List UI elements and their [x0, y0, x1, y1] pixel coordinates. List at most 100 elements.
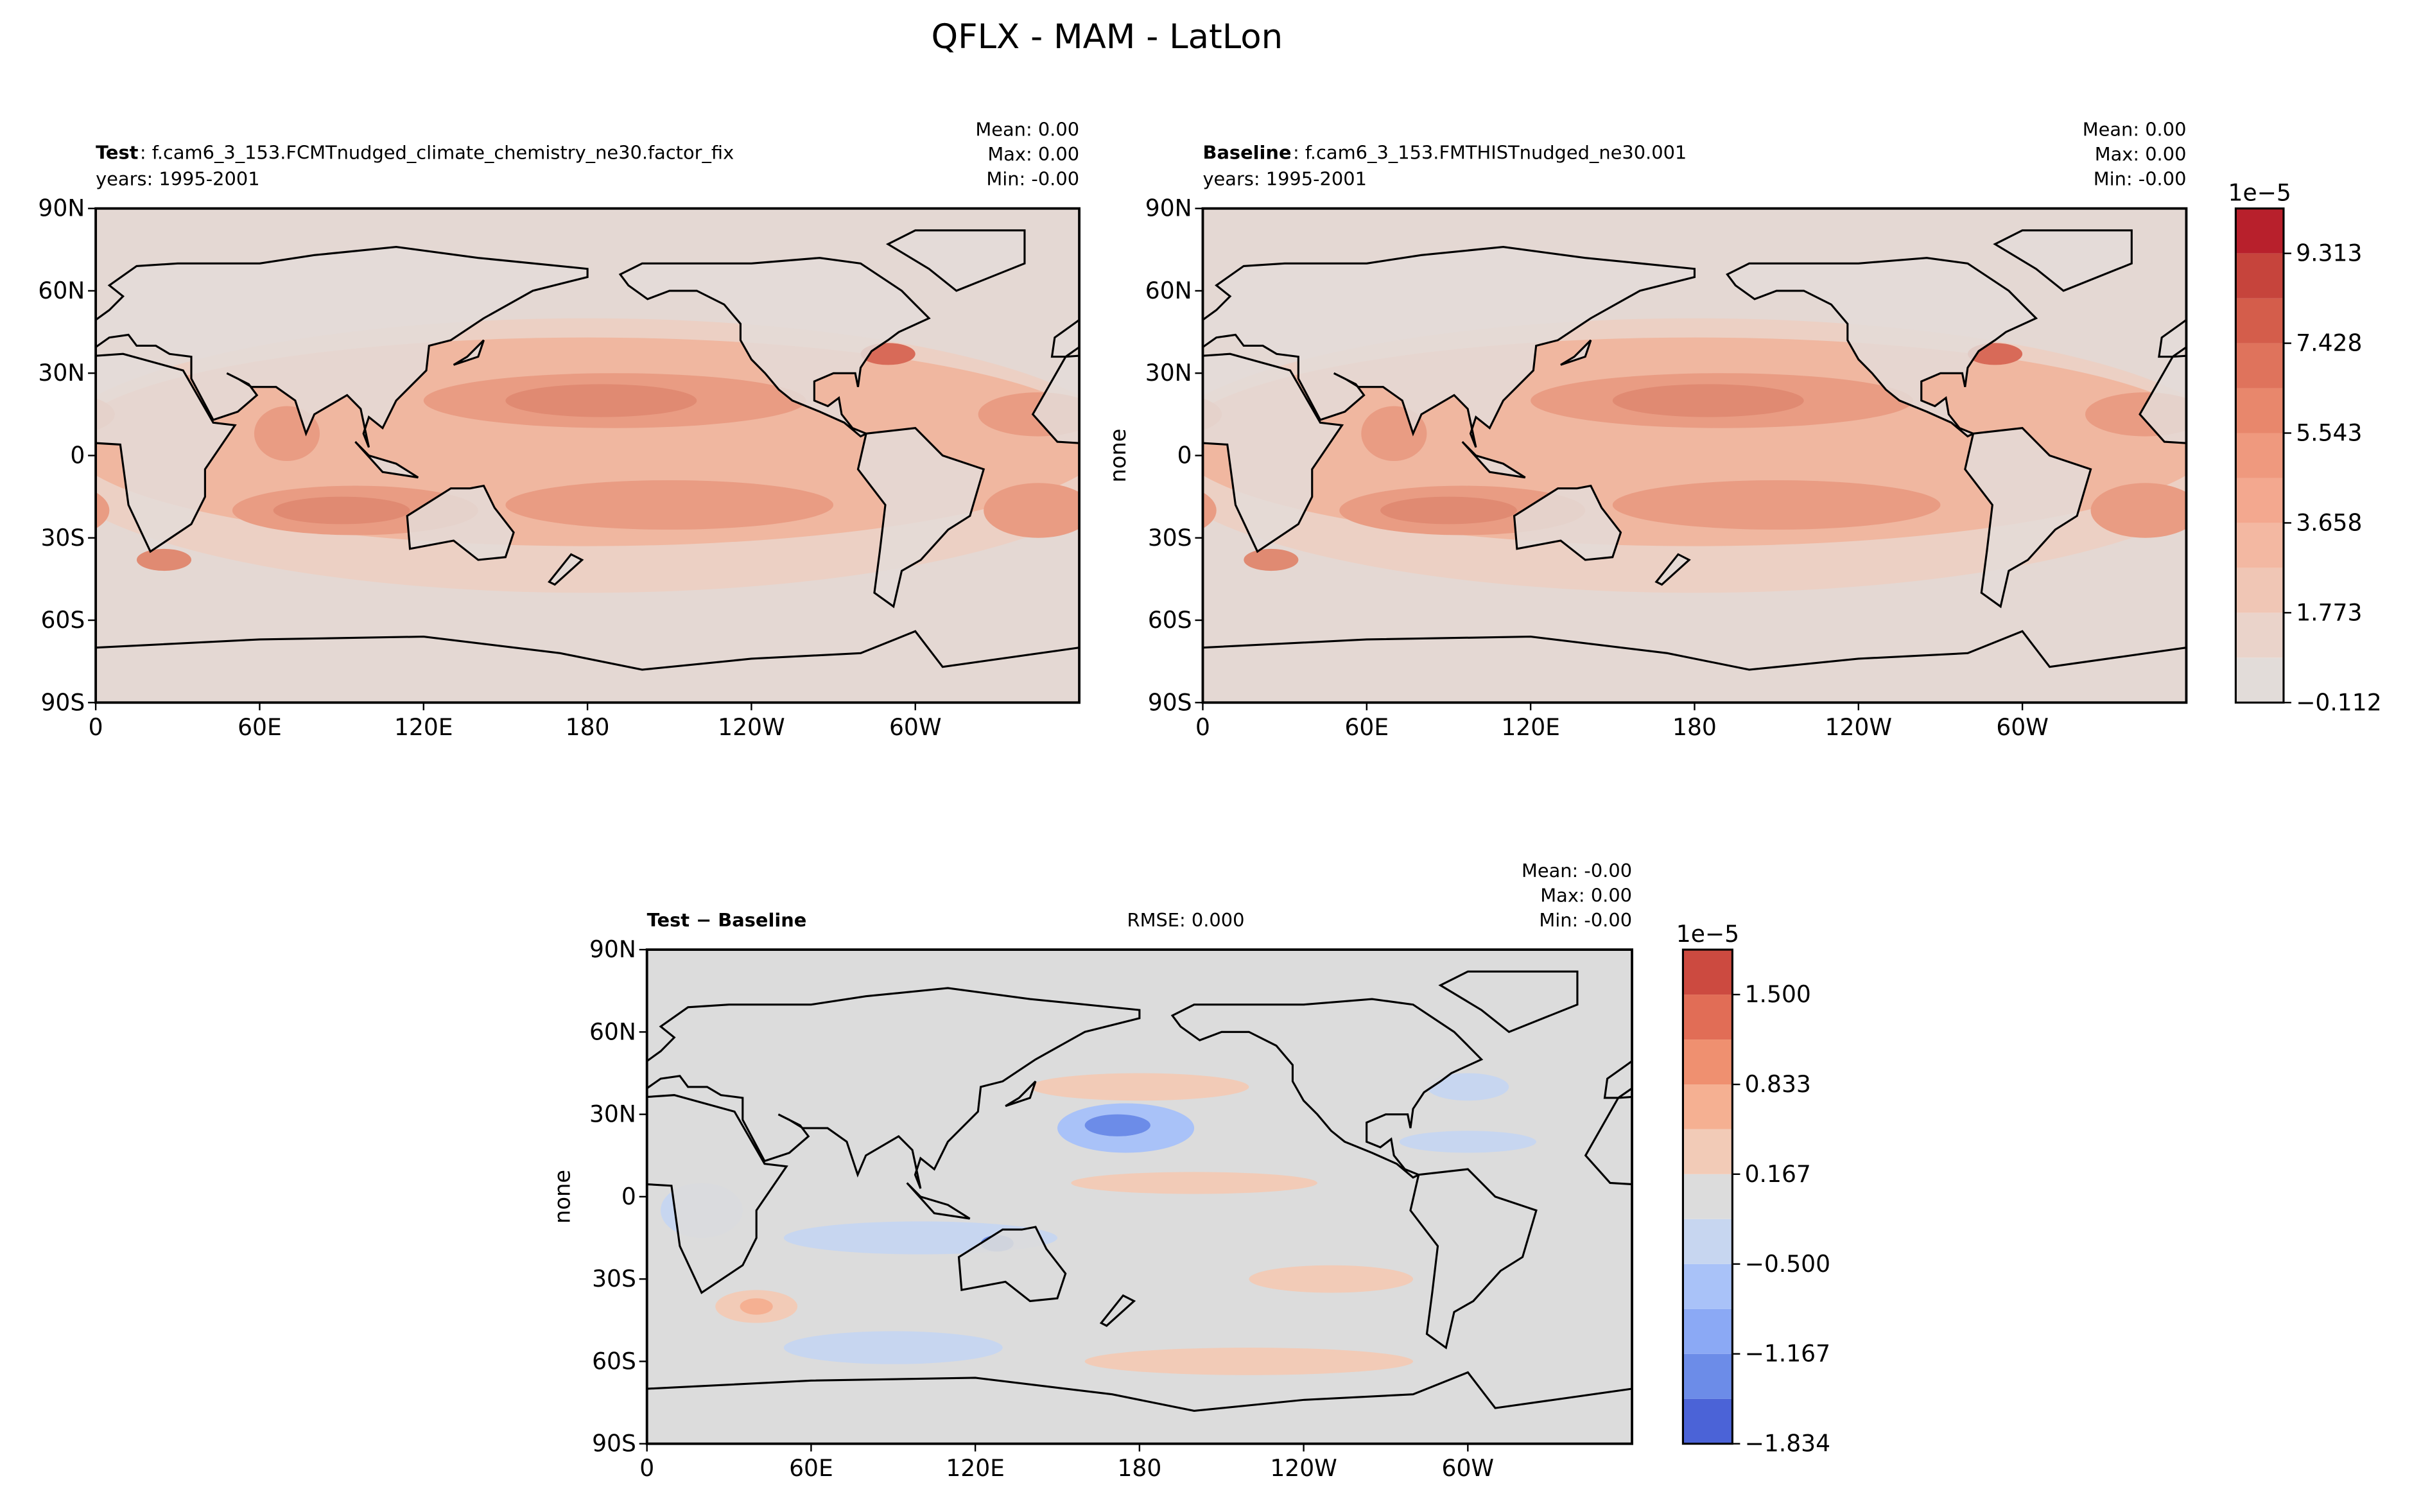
coastline — [2139, 354, 2187, 444]
coastline — [1993, 229, 2133, 292]
colorbar-frame — [1681, 948, 1733, 1445]
y-tick-label: 90N — [1145, 195, 1192, 222]
colorbar-tick-label: 7.428 — [2296, 330, 2362, 357]
colorbar-band — [1683, 1084, 1733, 1129]
stat: Min: -0.00 — [986, 168, 1079, 190]
contour-region — [1030, 1073, 1249, 1101]
colorbar-band — [2235, 523, 2284, 568]
contour-region — [1427, 1073, 1509, 1101]
y-tick-label: 30N — [589, 1101, 636, 1128]
x-tick-label: 180 — [1117, 1455, 1161, 1482]
colorbar-band — [2235, 388, 2284, 433]
contour-region — [100, 1115, 165, 1136]
x-tick-label: 60W — [1442, 1455, 1495, 1482]
coastline — [1005, 1081, 1037, 1108]
coastline — [116, 1296, 149, 1326]
contour-region — [1399, 1131, 1536, 1153]
coastline — [618, 257, 931, 438]
x-tick-label: 60W — [889, 714, 942, 741]
panel-header: : f.cam6_3_153.FCMTnudged_climate_chemis… — [140, 142, 734, 164]
contour-region — [2412, 1073, 2421, 1100]
contour-region — [1071, 1172, 1317, 1194]
colorbar-tick-label: −1.167 — [1745, 1341, 1830, 1368]
coastline — [1726, 257, 2038, 438]
x-tick-label: 120W — [1270, 1455, 1337, 1482]
coastline — [646, 1371, 1633, 1412]
y-tick-label: 60S — [1148, 607, 1192, 634]
contour-region — [2234, 1265, 2399, 1293]
x-tick-label: 60E — [238, 714, 282, 741]
coastline — [187, 999, 496, 1177]
y-axis-label: none — [550, 1170, 575, 1224]
contour-region — [0, 1235, 28, 1252]
colorbar-tick-label: 1.773 — [2296, 599, 2362, 626]
coastline — [96, 246, 589, 448]
coastline — [96, 630, 1080, 671]
panel-header-bold: Baseline — [1202, 142, 1291, 164]
contour-region — [1202, 492, 1217, 529]
coastline — [1584, 1095, 1633, 1186]
colorbar-band — [2235, 568, 2284, 613]
panel-subheader: years: 1995-2001 — [1202, 168, 1366, 190]
x-tick-label: 60E — [1344, 714, 1389, 741]
colorbar-tick-label: 0.167 — [1745, 1161, 1811, 1188]
colorbar-tick-label: −0.500 — [1745, 1251, 1830, 1278]
colorbar-band — [1683, 1308, 1733, 1354]
coastline — [1964, 427, 2092, 609]
colorbar-band — [2235, 433, 2284, 478]
colorbar-band — [2235, 208, 2284, 254]
colorbar-band — [1683, 950, 1733, 995]
y-tick-label: 90S — [592, 1430, 636, 1457]
x-tick-label: 120W — [1825, 714, 1893, 741]
y-tick-label: 90S — [40, 689, 85, 716]
y-tick-label: 0 — [621, 1183, 636, 1210]
contour-region — [1966, 1235, 1999, 1252]
contour-region — [264, 1265, 428, 1293]
x-tick-label: 120W — [718, 714, 785, 741]
x-tick-label: 120E — [394, 714, 453, 741]
coastline — [1050, 318, 1080, 358]
contour-region — [740, 1298, 773, 1315]
contour-region — [2090, 483, 2187, 538]
coastline — [1990, 1081, 2020, 1106]
coastline — [21, 1081, 51, 1106]
y-tick-label: 60S — [40, 607, 85, 634]
y-tick-label: 60N — [38, 277, 85, 304]
colorbar-tick-label: −0.112 — [2296, 689, 2381, 716]
colorbar-band — [1683, 1264, 1733, 1309]
colorbar-band — [1683, 995, 1733, 1040]
contour-region — [984, 483, 1080, 538]
rmse: RMSE: 0.000 — [1127, 909, 1245, 931]
coastline — [1099, 1294, 1136, 1327]
contour-region — [414, 1131, 551, 1152]
contour-region — [783, 1331, 1003, 1364]
coastline — [426, 1169, 551, 1348]
coastline — [455, 971, 592, 1032]
contour-region — [2159, 408, 2187, 476]
panel-subheader: years: 1995-2001 — [96, 168, 259, 190]
contour-region — [100, 1348, 428, 1375]
colorbar-tick-label: 3.658 — [2296, 509, 2362, 536]
contour-region — [505, 480, 834, 530]
colorbar-band — [2235, 343, 2284, 388]
stat: Min: -0.00 — [1539, 909, 1632, 931]
panel-header: : f.cam6_3_153.FMTHISTnudged_ne30.001 — [1293, 142, 1687, 164]
coastline — [1202, 352, 1344, 553]
coastline — [646, 987, 1141, 1189]
coastline — [354, 440, 419, 479]
contour-region — [442, 1073, 524, 1100]
contour-region — [0, 1331, 17, 1364]
coastline — [453, 339, 485, 366]
contour-region — [1769, 1221, 2042, 1254]
colorbar-band — [2235, 298, 2284, 343]
coastline — [957, 1226, 1067, 1303]
y-tick-label: 30S — [1148, 525, 1192, 552]
colorbar-band — [1683, 1219, 1733, 1264]
colorbar-band — [1683, 1398, 1733, 1444]
y-tick-label: 90N — [38, 195, 85, 222]
y-tick-label: 90S — [1148, 689, 1192, 716]
coastline — [1603, 1059, 1633, 1099]
contour-region — [73, 1104, 209, 1153]
